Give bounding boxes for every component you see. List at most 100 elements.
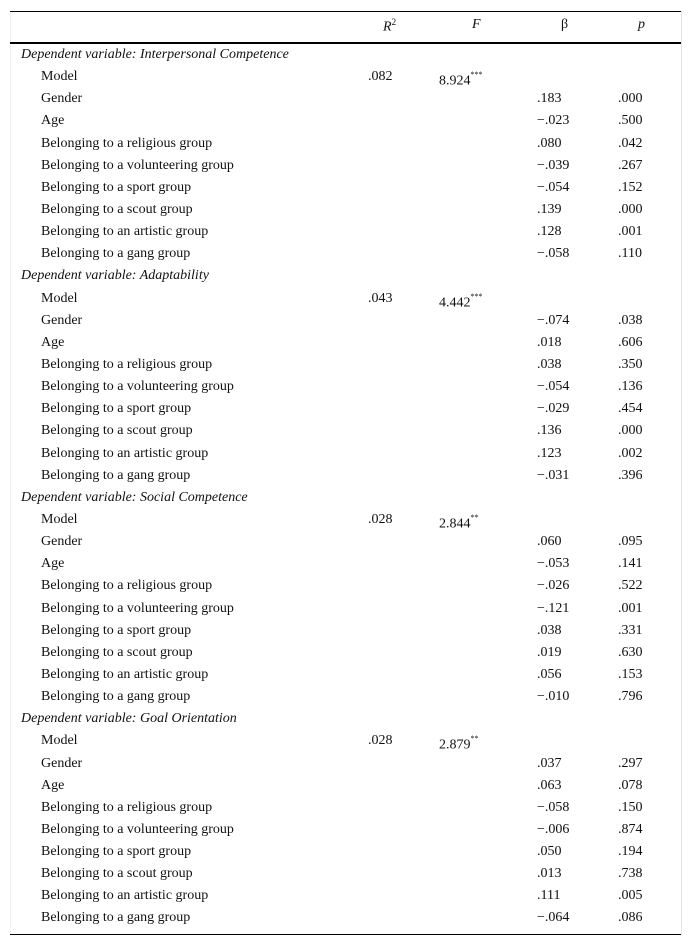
table-row: Belonging to a religious group .038 .350 bbox=[0, 354, 691, 376]
table-row: Belonging to a sport group .038 .331 bbox=[0, 620, 691, 642]
table-row: Belonging to a gang group −.031 .396 bbox=[0, 465, 691, 487]
row-label: Belonging to a gang group bbox=[41, 910, 191, 926]
row-label: Age bbox=[41, 777, 65, 793]
p-value: .522 bbox=[618, 578, 643, 594]
row-label: Gender bbox=[41, 312, 83, 328]
beta-value: −.029 bbox=[537, 401, 570, 417]
beta-value: .038 bbox=[537, 356, 562, 372]
f-value: 4.442*** bbox=[439, 288, 483, 315]
model-row: Model .043 4.442*** bbox=[0, 288, 691, 311]
p-value: .136 bbox=[618, 379, 643, 395]
significance-marker: ** bbox=[470, 734, 479, 744]
p-value: .297 bbox=[618, 755, 643, 771]
beta-value: −.023 bbox=[537, 113, 570, 129]
beta-value: .038 bbox=[537, 622, 562, 638]
p-value: .738 bbox=[618, 866, 643, 882]
p-value: .000 bbox=[618, 201, 643, 217]
significance-marker: *** bbox=[470, 70, 483, 80]
model-row: Model .028 2.879** bbox=[0, 730, 691, 754]
p-value: .153 bbox=[618, 666, 643, 682]
table-row: Gender −.074 .038 bbox=[0, 310, 691, 332]
p-value: .630 bbox=[618, 644, 643, 660]
model-row: Model .082 8.924*** bbox=[0, 66, 691, 89]
row-label: Belonging to a scout group bbox=[41, 866, 193, 882]
table-row: Belonging to a scout group .136 .000 bbox=[0, 420, 691, 442]
beta-value: .136 bbox=[537, 423, 562, 439]
p-value: .001 bbox=[618, 600, 643, 616]
p-value: .110 bbox=[618, 246, 642, 262]
model-row: Model .028 2.844** bbox=[0, 509, 691, 532]
beta-value: −.031 bbox=[537, 467, 570, 483]
p-value: .150 bbox=[618, 799, 643, 815]
p-value: .331 bbox=[618, 622, 643, 638]
p-value: .000 bbox=[618, 423, 643, 439]
table-row: Belonging to a scout group .019 .630 bbox=[0, 642, 691, 664]
beta-value: −.054 bbox=[537, 379, 570, 395]
beta-value: −.039 bbox=[537, 157, 570, 173]
r2-value: .082 bbox=[368, 69, 393, 85]
row-label: Belonging to a sport group bbox=[41, 844, 192, 860]
table-top-rule bbox=[10, 11, 681, 12]
beta-value: .037 bbox=[537, 755, 562, 771]
table-row: Belonging to a scout group .013 .738 bbox=[0, 863, 691, 885]
table-row: Gender .037 .297 bbox=[0, 753, 691, 775]
table-row: Belonging to an artistic group .123 .002 bbox=[0, 443, 691, 465]
beta-value: −.074 bbox=[537, 312, 570, 328]
p-value: .002 bbox=[618, 445, 643, 461]
row-label: Age bbox=[41, 556, 65, 572]
table-row: Belonging to a gang group −.058 .110 bbox=[0, 243, 691, 265]
beta-value: −.054 bbox=[537, 179, 570, 195]
f-number: 2.879 bbox=[439, 738, 471, 754]
table-row: Belonging to a scout group .139 .000 bbox=[0, 199, 691, 221]
row-label: Belonging to a sport group bbox=[41, 622, 192, 638]
beta-value: .013 bbox=[537, 866, 562, 882]
row-label: Belonging to a scout group bbox=[41, 423, 193, 439]
table-row: Belonging to an artistic group .111 .005 bbox=[0, 885, 691, 907]
f-number: 8.924 bbox=[439, 73, 471, 89]
p-value: .152 bbox=[618, 179, 643, 195]
row-label: Gender bbox=[41, 534, 83, 550]
beta-value: .123 bbox=[537, 445, 562, 461]
p-value: .267 bbox=[618, 157, 643, 173]
beta-value: .050 bbox=[537, 844, 562, 860]
table-header-rule bbox=[10, 42, 681, 44]
beta-value: .111 bbox=[537, 888, 561, 904]
header-f: F bbox=[472, 17, 481, 32]
p-value: .606 bbox=[618, 334, 643, 350]
table-body: Dependent variable: Interpersonal Compet… bbox=[0, 44, 691, 930]
row-label: Belonging to an artistic group bbox=[41, 666, 209, 682]
section-title: Dependent variable: Social Competence bbox=[21, 489, 248, 505]
beta-value: −.026 bbox=[537, 578, 570, 594]
p-value: .000 bbox=[618, 91, 643, 107]
table-frame bbox=[10, 11, 682, 935]
row-label: Belonging to a religious group bbox=[41, 135, 213, 151]
f-value: 8.924*** bbox=[439, 66, 483, 93]
beta-value: −.064 bbox=[537, 910, 570, 926]
header-p: p bbox=[638, 17, 645, 32]
row-label: Model bbox=[41, 69, 78, 85]
table-row: Age −.053 .141 bbox=[0, 553, 691, 575]
table-row: Belonging to a sport group .050 .194 bbox=[0, 841, 691, 863]
section-title-row: Dependent variable: Interpersonal Compet… bbox=[0, 44, 691, 66]
row-label: Belonging to a sport group bbox=[41, 401, 192, 417]
p-value: .454 bbox=[618, 401, 643, 417]
beta-value: .063 bbox=[537, 777, 562, 793]
row-label: Belonging to a sport group bbox=[41, 179, 192, 195]
row-label: Model bbox=[41, 733, 78, 749]
row-label: Belonging to a religious group bbox=[41, 356, 213, 372]
p-value: .396 bbox=[618, 467, 643, 483]
section-title: Dependent variable: Goal Orientation bbox=[21, 711, 237, 727]
row-label: Gender bbox=[41, 755, 83, 771]
r2-value: .028 bbox=[368, 511, 393, 527]
table-row: Belonging to a volunteering group −.006 .8… bbox=[0, 819, 691, 841]
p-value: .095 bbox=[618, 534, 643, 550]
table-row: Belonging to a religious group .080 .042 bbox=[0, 133, 691, 155]
row-label: Model bbox=[41, 511, 78, 527]
row-label: Belonging to a volunteering group bbox=[41, 821, 234, 837]
f-value: 2.844** bbox=[439, 509, 479, 536]
table-row: Belonging to an artistic group .128 .001 bbox=[0, 221, 691, 243]
table-row: Age −.023 .500 bbox=[0, 110, 691, 132]
row-label: Belonging to a gang group bbox=[41, 246, 191, 262]
table-row: Belonging to a sport group −.029 .454 bbox=[0, 398, 691, 420]
table-row: Belonging to an artistic group .056 .153 bbox=[0, 664, 691, 686]
